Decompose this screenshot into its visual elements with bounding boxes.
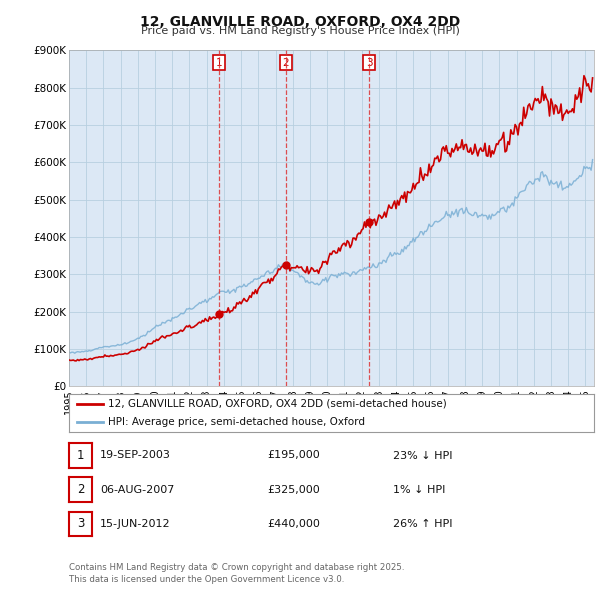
Text: 1: 1 [77, 449, 84, 462]
Text: Contains HM Land Registry data © Crown copyright and database right 2025.
This d: Contains HM Land Registry data © Crown c… [69, 563, 404, 584]
Text: HPI: Average price, semi-detached house, Oxford: HPI: Average price, semi-detached house,… [109, 417, 365, 427]
Text: £325,000: £325,000 [267, 485, 320, 494]
Text: 1: 1 [216, 58, 223, 67]
Text: 23% ↓ HPI: 23% ↓ HPI [393, 451, 452, 460]
Text: 2: 2 [283, 58, 289, 67]
Text: 19-SEP-2003: 19-SEP-2003 [100, 451, 171, 460]
Text: 2: 2 [77, 483, 84, 496]
Text: £440,000: £440,000 [267, 519, 320, 529]
Text: 3: 3 [77, 517, 84, 530]
Text: Price paid vs. HM Land Registry's House Price Index (HPI): Price paid vs. HM Land Registry's House … [140, 26, 460, 36]
Text: 12, GLANVILLE ROAD, OXFORD, OX4 2DD: 12, GLANVILLE ROAD, OXFORD, OX4 2DD [140, 15, 460, 29]
Text: £195,000: £195,000 [267, 451, 320, 460]
Text: 26% ↑ HPI: 26% ↑ HPI [393, 519, 452, 529]
Text: 12, GLANVILLE ROAD, OXFORD, OX4 2DD (semi-detached house): 12, GLANVILLE ROAD, OXFORD, OX4 2DD (sem… [109, 399, 447, 409]
Text: 06-AUG-2007: 06-AUG-2007 [100, 485, 175, 494]
Text: 1% ↓ HPI: 1% ↓ HPI [393, 485, 445, 494]
Text: 15-JUN-2012: 15-JUN-2012 [100, 519, 171, 529]
Text: 3: 3 [366, 58, 373, 67]
